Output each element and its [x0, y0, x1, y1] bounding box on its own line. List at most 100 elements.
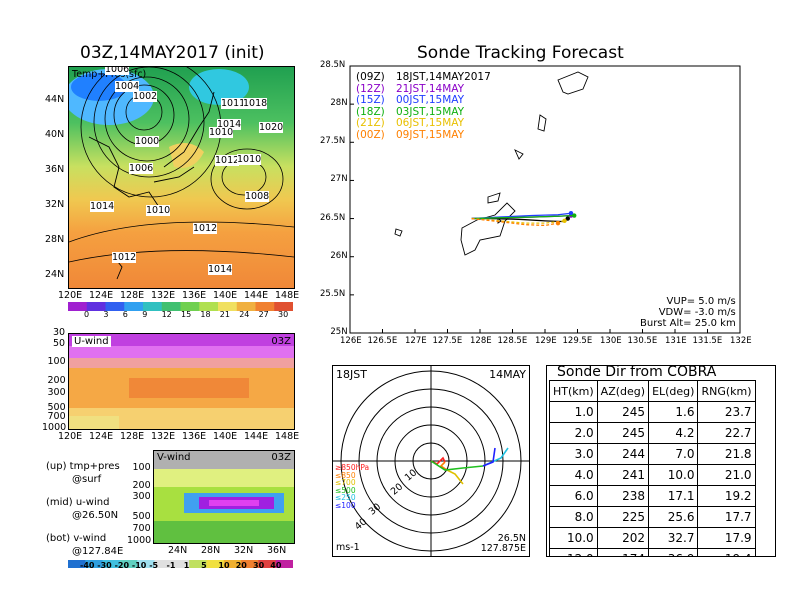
wind-colorbar-tick: 40 [270, 561, 282, 570]
wind-colorbar-tick: 5 [201, 561, 207, 570]
panel-legend-entry: (mid) u-wind @26.50N [44, 496, 123, 522]
table-cell: 245 [596, 422, 650, 444]
wind-colorbar-tick: -20 [114, 561, 130, 570]
v-wind-y-tick: 100 [132, 462, 151, 473]
v-wind-y-tick: 1000 [127, 535, 152, 546]
map-x-tick: 140E [213, 290, 238, 301]
hodo-trace-segment [439, 461, 448, 471]
u-wind-y-tick: 100 [47, 356, 66, 367]
v-wind-y-tick: 200 [132, 480, 151, 491]
temperature-colorbar-bin [255, 302, 275, 311]
map-y-tick: 32N [45, 199, 65, 210]
u-wind-y-tick: 500 [47, 402, 66, 413]
pressure-label: 1006 [105, 66, 130, 75]
table-cell: 245 [596, 401, 650, 423]
track-legend-code: (00Z) [356, 128, 385, 141]
track-endpoint [572, 213, 577, 218]
temperature-colorbar-tick: 30 [278, 310, 289, 319]
track-legend-code: (21Z) [356, 117, 385, 129]
track-x-tick: 130E [600, 336, 622, 346]
table-cell: 1.6 [648, 401, 699, 423]
pressure-label: 1020 [259, 122, 284, 133]
track-y-tick: 27.5N [320, 136, 346, 147]
table-cell: 225 [596, 506, 650, 528]
wind-colorbar-tick: 1 [183, 561, 190, 570]
panel-legend-line: @surf [72, 474, 102, 485]
table-cell: 10.0 [549, 527, 598, 549]
track-x-tick: 127E [405, 336, 427, 346]
track-legend-code: (12Z) [356, 82, 385, 95]
wind-colorbar-tick: -5 [149, 561, 159, 570]
map-x-tick: 120E [58, 290, 83, 301]
pressure-label: 1006 [129, 163, 154, 174]
descent-rate: VDW= -3.0 m/s [658, 307, 736, 318]
table-column-header: RNG(km) [697, 380, 756, 402]
pressure-label: 1008 [245, 191, 270, 202]
temperature-colorbar-tick: 6 [122, 310, 128, 319]
track-y-tick: 26.5N [320, 212, 346, 223]
temperature-colorbar-bin [161, 302, 181, 311]
track-x-tick: 127.5E [432, 336, 463, 346]
pressure-label: 1004 [115, 81, 140, 92]
hodo-level-legend: ≥850hPa ≤850 ≤700 ≤500 ≤250 ≤100 [335, 464, 369, 510]
map-x-tick: 124E [89, 290, 114, 301]
pressure-label: 1010 [237, 154, 262, 165]
table-cell: 36.9 [648, 548, 699, 556]
hodo-time-right: 14MAY [489, 368, 526, 381]
table-row: 10.0 202 32.7 17.9 [549, 527, 756, 549]
track-x-tick: 129E [535, 336, 557, 346]
temperature-colorbar-bin [124, 302, 144, 311]
track-legend-label: 09JST,15MAY [396, 128, 465, 141]
hodo-level: ≤500 [335, 485, 356, 495]
track-line [471, 217, 565, 224]
map-y-tick: 36N [45, 164, 65, 175]
temperature-colorbar-tick: 9 [142, 310, 148, 319]
track-legend-label: 06JST,15MAY [396, 117, 465, 129]
temperature-colorbar-bin [236, 302, 256, 311]
u-wind-x-tick: 128E [120, 431, 145, 442]
temperature-colorbar-tick: 27 [258, 310, 269, 319]
track-title: Sonde Tracking Forecast [417, 43, 624, 63]
sonde-direction-panel: Sonde Dir from COBRA HT(km) AZ(deg) EL(deg… [546, 365, 776, 557]
table-column-header: HT(km) [549, 380, 598, 402]
u-wind-svg [69, 334, 294, 429]
u-wind-y-tick: 50 [53, 338, 66, 349]
wind-colorbar-bin [223, 560, 242, 568]
hodo-level: ≤850 [335, 470, 356, 480]
direction-table: HT(km) AZ(deg) EL(deg) RNG(km) 1.0 245 1.6 23.… [549, 380, 756, 556]
wind-colorbar-tick: -40 [80, 561, 95, 570]
wind-colorbar-bin [154, 560, 173, 568]
table-cell: 17.7 [697, 506, 756, 528]
table-row: 2.0 245 4.2 22.7 [549, 422, 756, 444]
pressure-label: 1012 [215, 155, 240, 166]
table-cell: 10.0 [648, 464, 699, 486]
panel-legend-entry: (up) tmp+pres @surf [44, 460, 123, 486]
map-x-tick: 144E [244, 290, 269, 301]
temperature-colorbar-bin [199, 302, 219, 311]
v-wind-x-tick: 24N [168, 545, 188, 556]
map-x-tick: 148E [275, 290, 300, 301]
table-cell: 174 [596, 548, 650, 556]
track-legend-label: 03JST,15MAY [396, 105, 465, 118]
hodo-trace-segment [430, 460, 484, 471]
map-y-tick: 24N [45, 269, 65, 280]
wind-colorbar-bin [102, 560, 121, 568]
wind-colorbar-tick: 20 [235, 561, 247, 570]
launch-info: VUP= 5.0 m/s VDW= -3.0 m/s Burst Alt= 25… [640, 296, 736, 329]
u-wind-y-tick: 700 [47, 411, 66, 422]
temperature-colorbar-tick: 15 [181, 310, 192, 319]
track-x-tick: 128E [470, 336, 492, 346]
table-row: 12.017436.919.4 [549, 548, 756, 556]
wind-colorbar-tick: -1 [166, 561, 176, 570]
track-endpoint [562, 218, 567, 224]
table-row: 1.0 245 1.6 23.7 [549, 401, 756, 423]
hodo-lon: 127.875E [480, 543, 526, 554]
temperature-colorbar-tick: 12 [161, 310, 172, 319]
wind-colorbar-bin [85, 560, 104, 568]
v-wind-x-tick: 28N [201, 545, 221, 556]
track-legend-entry: (21Z) 06JST,15MAY [356, 117, 491, 130]
panel-legend-line: (mid) u-wind [46, 497, 110, 508]
track-x-tick: 129.5E [562, 336, 593, 346]
map-x-tick: 136E [182, 290, 207, 301]
temperature-colorbar [68, 302, 293, 311]
